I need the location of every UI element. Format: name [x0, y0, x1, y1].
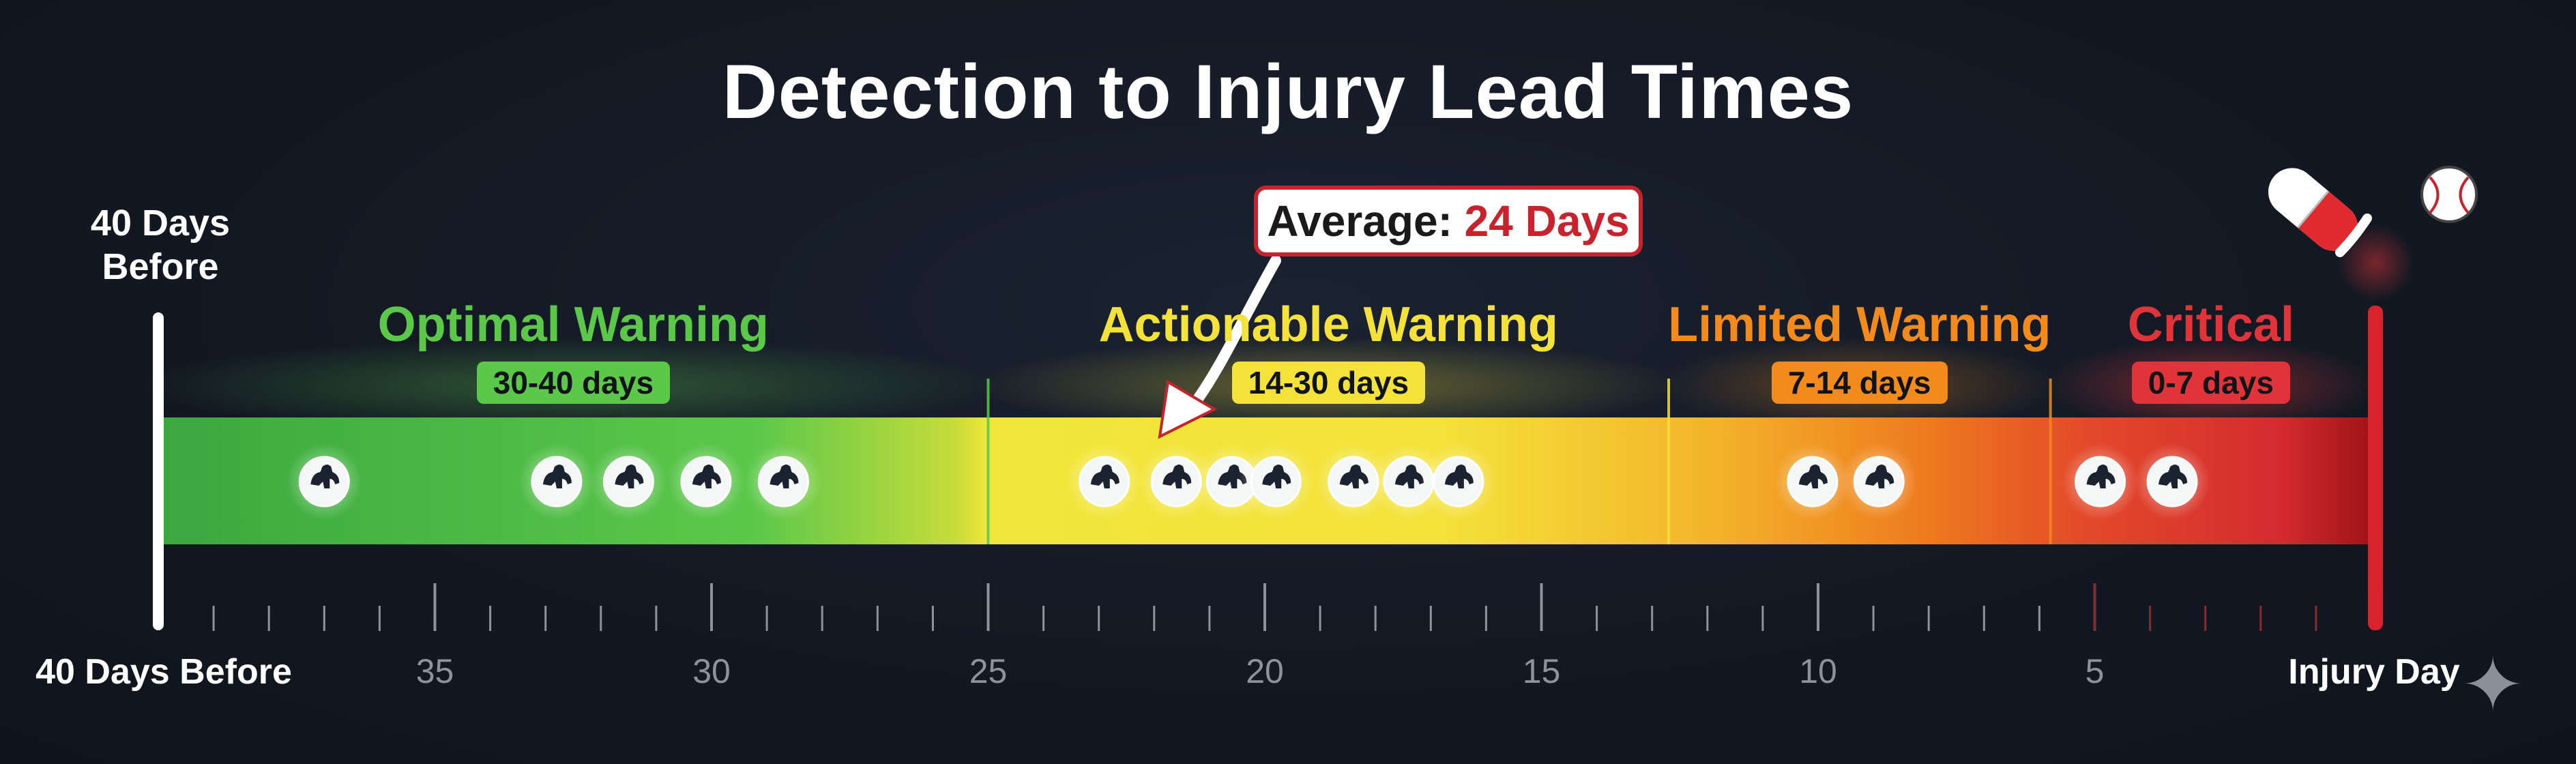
- tick-label: 30: [692, 652, 731, 690]
- axis-start-label: 40 Days Before: [35, 652, 292, 692]
- zone-range-badge: 0-7 days: [2131, 362, 2290, 404]
- athlete-detection-icon: [1238, 443, 1315, 520]
- athlete-detection-icon: [1774, 443, 1851, 520]
- callout-value: 24 Days: [1464, 196, 1630, 246]
- callout-arrowhead: [1158, 379, 1218, 439]
- detection-icons: [286, 443, 2211, 520]
- athlete-detection-icon: [2062, 443, 2139, 520]
- start-post: [153, 312, 164, 630]
- zone-title: Limited Warning: [1668, 297, 2051, 352]
- pill-baseball-icon: [2268, 166, 2478, 257]
- athlete-detection-icon: [1138, 443, 1215, 520]
- athlete-detection-icon: [590, 443, 667, 520]
- athlete-detection-icon: [745, 443, 822, 520]
- callout-arrow: [1185, 255, 1281, 415]
- athlete-detection-icon: [667, 443, 744, 520]
- tick-label: 5: [2085, 652, 2105, 690]
- athlete-detection-icon: [2134, 443, 2211, 520]
- athlete-detection-icon: [1841, 443, 1918, 520]
- zone-dividers: [986, 379, 2052, 544]
- injury-post: [2368, 306, 2383, 630]
- start-label-line2: Before: [102, 246, 219, 287]
- callout-prefix: Average:: [1267, 196, 1452, 246]
- start-label-line1: 40 Days: [90, 203, 231, 244]
- zone-title: Optimal Warning: [377, 297, 769, 352]
- zone-title: Actionable Warning: [1098, 297, 1558, 352]
- zone-range-badge: 14-30 days: [1231, 362, 1426, 404]
- athlete-detection-icon: [286, 443, 363, 520]
- page-title: Detection to Injury Lead Times: [722, 49, 1854, 134]
- tick-label: 35: [415, 652, 454, 690]
- tick-label: 25: [969, 652, 1008, 690]
- tick-label: 15: [1522, 652, 1561, 690]
- tick-label: 20: [1246, 652, 1284, 690]
- axis-end-label: Injury Day: [2288, 652, 2460, 692]
- average-callout: Average: 24 Days: [1254, 186, 1643, 256]
- zone-range-badge: 7-14 days: [1771, 362, 1948, 404]
- zone-range-badge: 30-40 days: [476, 362, 671, 404]
- injury-post-glow: [2338, 225, 2413, 300]
- start-label-top: 40 Days Before: [78, 201, 242, 289]
- axis-ticks: [212, 583, 2317, 631]
- athlete-detection-icon: [1066, 443, 1143, 520]
- athlete-detection-icon: [1420, 443, 1497, 520]
- zone-title: Critical: [2127, 297, 2294, 352]
- sparkle-icon: ✦: [2461, 643, 2525, 727]
- tick-label: 10: [1799, 652, 1837, 690]
- athlete-detection-icon: [518, 443, 595, 520]
- athlete-detection-icon: [1315, 443, 1392, 520]
